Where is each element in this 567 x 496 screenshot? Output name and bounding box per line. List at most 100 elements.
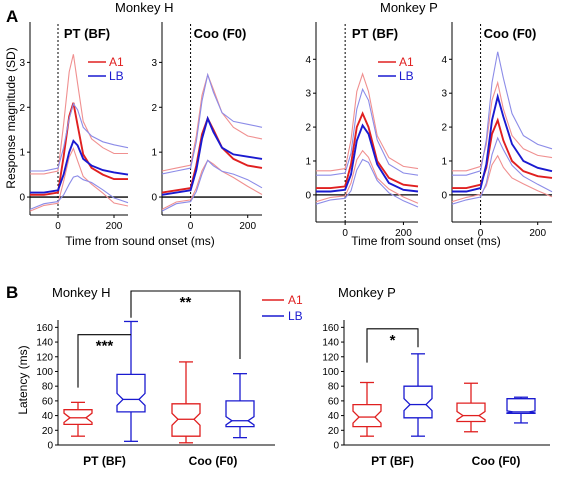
y-tick-label: 3 [441, 89, 447, 100]
series-lb-upper [316, 87, 419, 176]
box-a1 [456, 382, 486, 433]
y-tick-label: 1 [151, 148, 157, 159]
legend-label: A1 [109, 55, 124, 69]
y-tick-label: 0 [441, 190, 447, 201]
series-a1-mean [30, 102, 128, 196]
bracket-line [77, 334, 131, 388]
legend-label: A1 [399, 55, 414, 69]
y-tick-label: 20 [42, 426, 54, 437]
series-a1-lower [29, 147, 129, 212]
significance-bracket: * [366, 328, 419, 363]
significance-bracket: ** [130, 290, 241, 359]
x-tick-label: 200 [395, 228, 412, 239]
series-lb-mean [452, 92, 553, 193]
box-body [225, 400, 255, 428]
x-tick-label: 200 [529, 228, 546, 239]
y-tick-label: 2 [305, 123, 311, 134]
category-label: PT (BF) [83, 454, 126, 468]
box-a1 [352, 381, 382, 437]
x-tick-label: 0 [55, 221, 61, 232]
y-tick-label: 2 [19, 103, 25, 114]
y-tick-label: 1 [441, 156, 447, 167]
box-lb [506, 396, 536, 424]
monkey-label-b-p: Monkey P [338, 285, 396, 300]
plot-title: Coo (F0) [194, 26, 247, 41]
bracket-line [130, 290, 241, 359]
plot-title: PT (BF) [352, 26, 398, 41]
x-tick-label: 0 [342, 228, 348, 239]
series-lb-lower [29, 175, 129, 210]
series-lb-mean [161, 115, 263, 196]
series-a1-lower [451, 154, 553, 203]
bracket-line [366, 328, 419, 363]
y-tick-label: 40 [42, 411, 54, 422]
y-tick-label: 3 [305, 89, 311, 100]
x-tick-label: 0 [188, 221, 194, 232]
panel-a-xlabel-p: Time from sound onset (ms) [351, 234, 501, 248]
line-plot-2: 0 1 2 3 0 200 Coo (F0) [151, 22, 263, 232]
box-lb [225, 373, 255, 439]
plot-title: PT (BF) [64, 26, 110, 41]
panel-letter-b: B [6, 283, 18, 302]
panel-b-legend: A1 LB [262, 293, 303, 323]
box-a1 [63, 401, 93, 437]
y-tick-label: 0 [333, 441, 339, 452]
y-tick-label: 160 [322, 323, 339, 334]
y-tick-label: 40 [328, 411, 340, 422]
series-a1-upper [30, 54, 128, 175]
box-body [116, 373, 146, 413]
box-a1 [171, 361, 201, 444]
series-lb-mean [316, 123, 419, 193]
y-tick-label: 160 [36, 323, 53, 334]
y-tick-label: 140 [36, 338, 53, 349]
legend-label: LB [109, 69, 124, 83]
legend-a1-label: A1 [288, 293, 303, 307]
panel-letter-a: A [6, 7, 18, 26]
box-lb [403, 353, 433, 437]
panel-a-xlabel-h: Time from sound onset (ms) [65, 234, 215, 248]
y-tick-label: 3 [151, 58, 157, 69]
y-tick-label: 60 [328, 396, 340, 407]
series-lb-lower [161, 159, 263, 212]
significance-stars: *** [96, 338, 114, 355]
box-plot-2: 0 20 40 60 80 100 120 140 160 PT (BF) Coo (F0) * [322, 320, 550, 468]
y-tick-label: 80 [328, 382, 340, 393]
y-tick-label: 0 [305, 190, 311, 201]
series-lb-lower [315, 158, 419, 208]
category-label: Coo (F0) [472, 454, 521, 468]
significance-bracket: *** [77, 334, 131, 388]
category-label: PT (BF) [371, 454, 414, 468]
y-tick-label: 0 [47, 441, 53, 452]
y-tick-label: 100 [36, 367, 53, 378]
panel-a-ylabel: Response magnitude (SD) [4, 47, 18, 188]
monkey-label-a-h: Monkey H [115, 0, 174, 15]
y-tick-label: 2 [441, 123, 447, 134]
monkey-label-b-h: Monkey H [52, 285, 111, 300]
box-body [352, 403, 382, 428]
x-tick-label: 200 [239, 221, 256, 232]
series-lb-lower [451, 136, 553, 205]
y-tick-label: 0 [151, 193, 157, 204]
box-body [456, 402, 486, 423]
series-a1-mean [452, 117, 553, 190]
series-lb-upper [30, 102, 129, 172]
y-tick-label: 120 [36, 352, 53, 363]
x-tick-label: 0 [478, 228, 484, 239]
y-tick-label: 4 [441, 55, 447, 66]
monkey-label-a-p: Monkey P [380, 0, 438, 15]
category-label: Coo (F0) [189, 454, 238, 468]
series-lb-upper [452, 51, 553, 176]
series-a1-upper [316, 72, 419, 172]
y-tick-label: 80 [42, 382, 54, 393]
y-tick-label: 60 [42, 396, 54, 407]
series-a1-upper [452, 80, 553, 172]
box-body [171, 403, 201, 437]
line-plot-4: 0 1 2 3 4 0 200 Coo (F0) [441, 22, 553, 239]
series-lb-mean [30, 139, 129, 194]
